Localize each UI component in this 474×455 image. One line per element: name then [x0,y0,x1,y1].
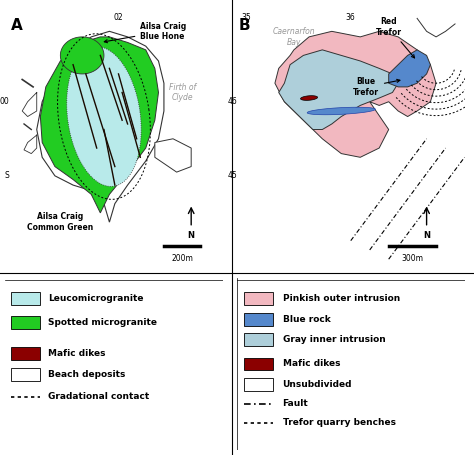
Bar [11,368,40,381]
Text: Ailsa Craig
Blue Hone: Ailsa Craig Blue Hone [104,22,187,43]
Text: B: B [239,18,251,33]
Polygon shape [67,47,141,187]
Text: Red
Trefor: Red Trefor [376,17,415,58]
Polygon shape [155,139,191,172]
Text: Spotted microgranite: Spotted microgranite [48,318,157,327]
Text: 02: 02 [114,13,123,22]
Text: 46: 46 [227,97,237,106]
Text: 35: 35 [242,13,251,22]
Polygon shape [301,96,318,101]
Bar [11,316,40,329]
Text: S: S [5,172,9,180]
Text: Mafic dikes: Mafic dikes [48,349,106,358]
Bar [11,292,40,305]
Text: Leucomicrogranite: Leucomicrogranite [48,294,144,303]
Bar [11,347,40,360]
Bar [244,378,273,391]
Polygon shape [60,37,104,74]
Text: Fault: Fault [283,399,308,408]
Text: Blue
Trefor: Blue Trefor [353,77,400,96]
Text: Pinkish outer intrusion: Pinkish outer intrusion [283,294,400,303]
Polygon shape [275,31,436,157]
Text: Gray inner intrusion: Gray inner intrusion [283,335,385,344]
Bar [244,358,273,370]
Bar [244,313,273,325]
Polygon shape [307,107,375,115]
Text: Mafic dikes: Mafic dikes [283,359,340,369]
Bar [244,334,273,346]
Text: Caernarfon
Bay: Caernarfon Bay [273,27,315,46]
Text: A: A [11,18,23,33]
Text: Ailsa Craig
Common Green: Ailsa Craig Common Green [27,212,93,232]
Text: Unsubdivided: Unsubdivided [283,380,352,389]
Text: 200m: 200m [171,253,193,263]
Polygon shape [279,50,398,130]
Polygon shape [40,37,158,213]
Polygon shape [389,50,430,87]
Text: 36: 36 [346,13,356,22]
Text: 45: 45 [227,172,237,180]
Text: N: N [188,232,195,240]
Text: Gradational contact: Gradational contact [48,392,150,401]
Text: Trefor quarry benches: Trefor quarry benches [283,418,395,427]
Text: 300m: 300m [401,253,423,263]
Text: N: N [423,232,430,240]
Text: Blue rock: Blue rock [283,314,330,324]
Polygon shape [36,31,164,222]
Text: Beach deposits: Beach deposits [48,370,126,379]
Bar [244,292,273,305]
Text: Firth of
Clyde: Firth of Clyde [169,83,196,102]
Text: 00: 00 [0,97,9,106]
